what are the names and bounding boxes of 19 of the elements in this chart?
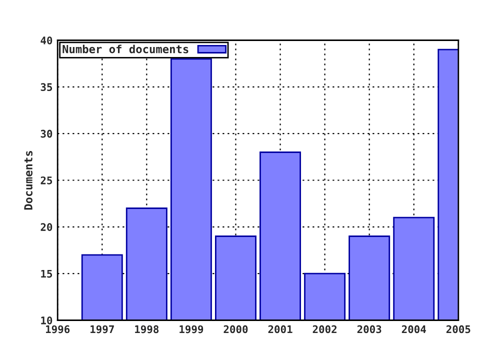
x-tick-label: 1998: [135, 325, 159, 334]
x-tick-label: 1997: [90, 325, 114, 334]
x-tick-label: 1996: [46, 325, 70, 334]
x-tick-label: 2000: [224, 325, 248, 334]
y-tick-label: 10: [41, 316, 52, 324]
y-tick-label: 20: [40, 223, 52, 232]
y-tick-label: 25: [40, 176, 52, 184]
x-tick-label: 2001: [268, 325, 292, 334]
x-tick-label: 2003: [357, 325, 382, 334]
legend-label: Number of documents: [62, 44, 188, 54]
x-tick-label: 2004: [402, 325, 426, 334]
x-tick-label: 2002: [312, 325, 336, 334]
x-tick-label: 1999: [180, 325, 204, 334]
y-tick-label: 40: [40, 36, 52, 44]
y-tick-label: 35: [40, 83, 52, 92]
x-tick-label: 2005: [446, 325, 470, 334]
y-tick-label: 15: [41, 270, 52, 278]
y-tick-label: 30: [40, 130, 52, 138]
y-axis-title: Documents: [24, 151, 32, 210]
